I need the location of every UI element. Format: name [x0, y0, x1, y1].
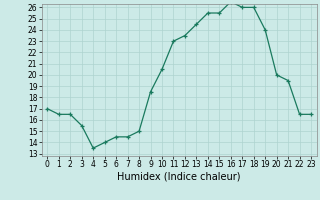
- X-axis label: Humidex (Indice chaleur): Humidex (Indice chaleur): [117, 172, 241, 182]
